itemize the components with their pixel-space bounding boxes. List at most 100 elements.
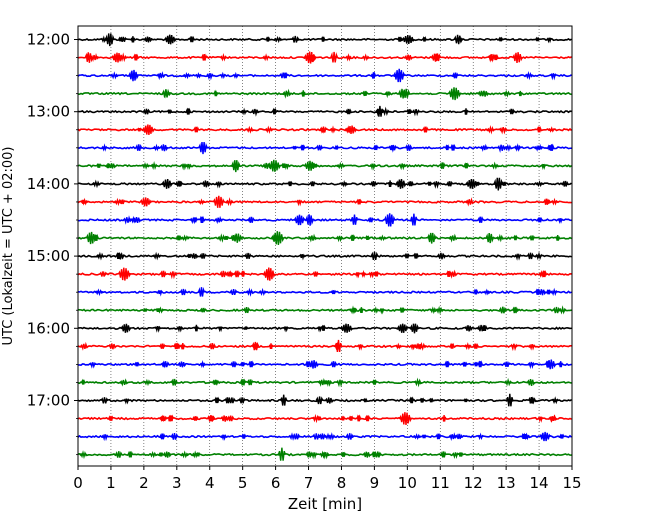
trace-burst	[497, 144, 507, 153]
trace-burst	[199, 252, 207, 259]
trace-burst	[480, 90, 489, 97]
trace-burst	[176, 342, 181, 349]
trace-burst	[511, 306, 519, 314]
trace-burst	[512, 52, 523, 63]
trace-burst	[524, 70, 533, 81]
trace-burst	[496, 233, 505, 243]
trace-burst	[93, 233, 99, 241]
trace-burst	[448, 233, 458, 243]
trace-line	[77, 344, 572, 349]
trace-burst	[232, 233, 243, 243]
trace-burst	[368, 271, 376, 279]
trace-burst	[514, 144, 522, 151]
trace-burst	[287, 180, 293, 187]
trace-burst	[108, 343, 117, 350]
trace-burst	[208, 342, 216, 350]
trace-burst	[305, 214, 314, 226]
trace-burst	[248, 360, 255, 368]
trace-burst	[439, 161, 446, 169]
trace-burst	[251, 108, 259, 117]
trace-burst	[305, 451, 313, 458]
trace-burst	[317, 377, 327, 387]
trace-line	[77, 37, 572, 42]
x-axis-label: Zeit [min]	[288, 495, 362, 513]
trace-burst	[349, 234, 356, 241]
x-tick-label: 15	[562, 474, 581, 492]
trace-burst	[315, 396, 324, 405]
trace-line	[77, 308, 572, 313]
trace-burst	[324, 432, 332, 440]
trace-burst	[550, 287, 558, 297]
trace-line	[77, 272, 572, 277]
trace-burst	[463, 162, 470, 169]
trace-burst	[370, 251, 379, 261]
trace-burst	[197, 198, 206, 206]
trace-burst	[219, 71, 227, 79]
trace-burst	[444, 360, 451, 368]
trace-burst	[139, 197, 152, 207]
trace-burst	[192, 216, 198, 223]
trace-burst	[537, 289, 547, 296]
trace-burst	[115, 252, 125, 260]
trace-burst	[369, 163, 377, 171]
trace-burst	[197, 287, 206, 297]
trace-burst	[396, 180, 404, 187]
trace-burst	[417, 341, 427, 351]
trace-burst	[262, 162, 272, 169]
trace-burst	[89, 362, 97, 369]
trace-burst	[448, 87, 462, 101]
x-tick-label: 7	[304, 474, 314, 492]
trace-burst	[110, 71, 119, 80]
trace-burst	[378, 234, 387, 242]
trace-burst	[104, 33, 115, 47]
trace-burst	[193, 126, 200, 133]
trace-burst	[318, 433, 326, 440]
trace-burst	[185, 107, 191, 115]
trace-burst	[485, 232, 494, 244]
trace-burst	[272, 107, 277, 115]
trace-burst	[508, 108, 515, 115]
trace-burst	[79, 450, 88, 460]
trace-burst	[455, 433, 463, 440]
trace-line	[77, 200, 572, 204]
trace-burst	[412, 109, 421, 117]
trace-burst	[292, 145, 297, 150]
trace-burst	[428, 397, 434, 403]
trace-burst	[555, 235, 561, 241]
trace-burst	[141, 161, 150, 170]
trace-burst	[329, 125, 337, 134]
trace-burst	[463, 342, 472, 351]
x-tick-label: 6	[271, 474, 281, 492]
trace-burst	[167, 415, 173, 422]
trace-burst	[159, 144, 169, 152]
trace-burst	[199, 360, 206, 369]
trace-burst	[190, 253, 199, 259]
trace-burst	[231, 160, 241, 173]
trace-burst	[198, 141, 208, 155]
trace-burst	[223, 235, 230, 240]
trace-burst	[185, 163, 192, 170]
trace-burst	[370, 180, 377, 187]
trace-burst	[538, 270, 545, 278]
trace-burst	[262, 53, 270, 62]
trace-burst	[232, 71, 240, 79]
trace-burst	[480, 143, 489, 152]
trace-burst	[464, 325, 473, 332]
trace-burst	[503, 361, 511, 367]
trace-burst	[225, 197, 234, 207]
trace-burst	[421, 434, 427, 439]
trace-burst	[504, 377, 512, 387]
trace-burst	[545, 199, 551, 204]
trace-burst	[92, 179, 101, 189]
trace-burst	[270, 234, 280, 242]
trace-burst	[214, 396, 220, 404]
trace-burst	[362, 397, 368, 403]
trace-burst	[551, 396, 559, 405]
x-tick-label: 14	[530, 474, 549, 492]
trace-burst	[143, 36, 153, 43]
trace-burst	[319, 127, 326, 134]
trace-burst	[330, 51, 339, 63]
trace-burst	[277, 447, 287, 461]
trace-burst	[362, 451, 371, 458]
trace-burst	[166, 109, 173, 114]
